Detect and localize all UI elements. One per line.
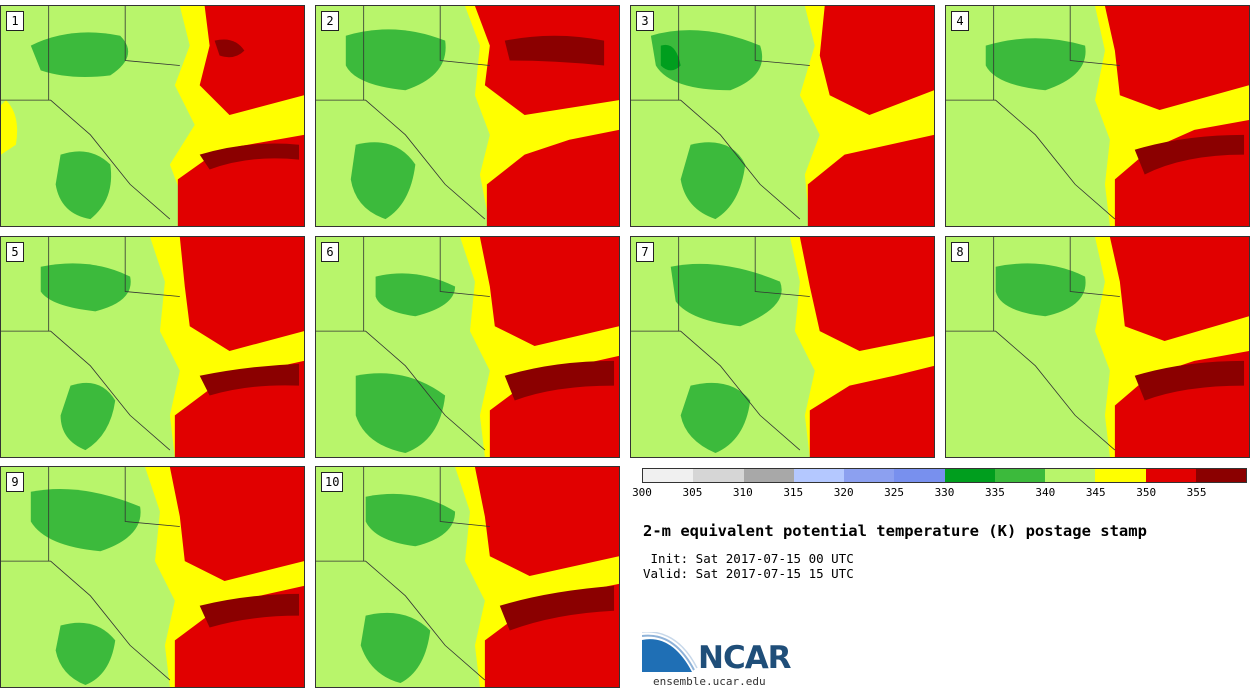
thetae-map-9 [1, 467, 304, 687]
member-label: 1 [6, 11, 24, 31]
colorbar-tick-label: 305 [682, 486, 703, 499]
thetae-map-2 [316, 6, 619, 226]
colorbar-segment [693, 469, 744, 482]
colorbar-segment [743, 469, 794, 482]
colorbar-segment [944, 469, 995, 482]
colorbar-segment [994, 469, 1045, 482]
member-panel-1: 1 [0, 5, 305, 227]
colorbar-tick-label: 330 [934, 486, 955, 499]
member-panel-10: 10 [315, 466, 620, 688]
colorbar-segment [1195, 469, 1246, 482]
site-url: ensemble.ucar.edu [653, 675, 766, 688]
member-panel-2: 2 [315, 5, 620, 227]
colorbar-segment [643, 469, 694, 482]
colorbar-segment [1045, 469, 1096, 482]
colorbar-tick-label: 340 [1035, 486, 1056, 499]
colorbar [642, 468, 1247, 483]
colorbar-tick-label: 315 [783, 486, 804, 499]
colorbar-tick-label: 335 [984, 486, 1005, 499]
colorbar-tick-label: 310 [732, 486, 753, 499]
thetae-map-8 [946, 237, 1249, 457]
colorbar-tick-label: 355 [1186, 486, 1207, 499]
member-panel-3: 3 [630, 5, 935, 227]
thetae-map-5 [1, 237, 304, 457]
member-label: 6 [321, 242, 339, 262]
member-label: 4 [951, 11, 969, 31]
member-label: 3 [636, 11, 654, 31]
member-label: 8 [951, 242, 969, 262]
colorbar-tick-label: 345 [1085, 486, 1106, 499]
init-time: Init: Sat 2017-07-15 00 UTC [643, 551, 854, 566]
ncar-wordmark: NCAR [698, 640, 792, 676]
colorbar-tick-label: 320 [833, 486, 854, 499]
member-label: 7 [636, 242, 654, 262]
member-panel-9: 9 [0, 466, 305, 688]
member-label: 10 [321, 472, 344, 492]
member-label: 5 [6, 242, 24, 262]
member-panel-6: 6 [315, 236, 620, 458]
colorbar-tick-label: 300 [632, 486, 652, 499]
thetae-map-6 [316, 237, 619, 457]
ncar-logo-icon [642, 632, 698, 672]
member-panel-4: 4 [945, 5, 1250, 227]
valid-time: Valid: Sat 2017-07-15 15 UTC [643, 566, 854, 581]
figure-title: 2-m equivalent potential temperature (K)… [643, 522, 1147, 540]
thetae-map-1 [1, 6, 304, 226]
colorbar-segment [844, 469, 895, 482]
colorbar-segment [1145, 469, 1196, 482]
colorbar-segment [793, 469, 844, 482]
member-label: 2 [321, 11, 339, 31]
member-panel-8: 8 [945, 236, 1250, 458]
thetae-map-7 [631, 237, 934, 457]
member-panel-5: 5 [0, 236, 305, 458]
member-label: 9 [6, 472, 24, 492]
colorbar-tick-label: 350 [1136, 486, 1157, 499]
thetae-map-10 [316, 467, 619, 687]
thetae-map-4 [946, 6, 1249, 226]
member-panel-7: 7 [630, 236, 935, 458]
colorbar-segment [894, 469, 945, 482]
thetae-map-3 [631, 6, 934, 226]
colorbar-tick-label: 325 [884, 486, 905, 499]
colorbar-segment [1095, 469, 1146, 482]
